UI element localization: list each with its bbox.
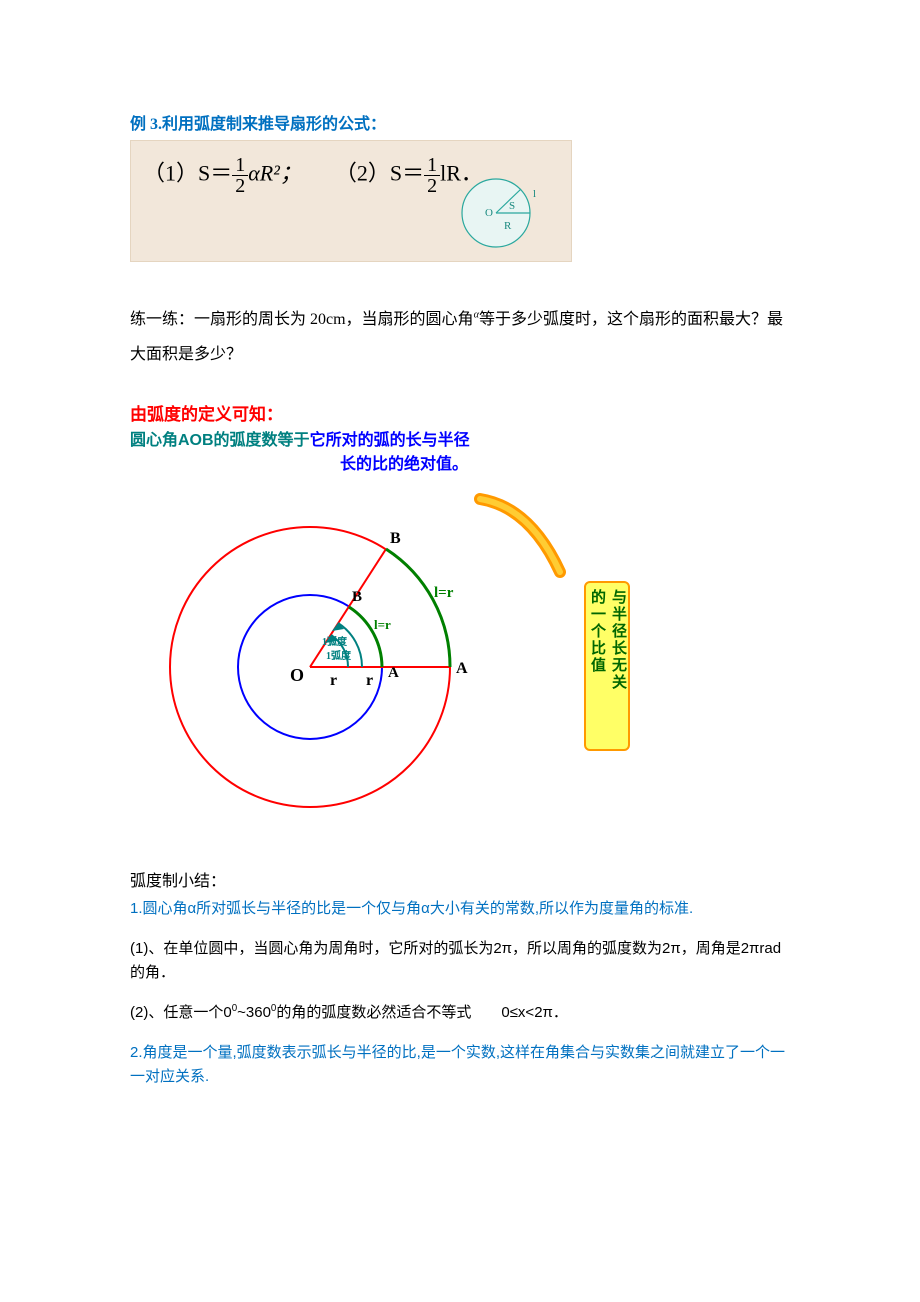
callout-box: 与半径长无关 的一个比值 <box>584 581 630 751</box>
radian-diagram: O r r A A B B l=r l=r 1弧度 1弧度 与半径长无关 的一个… <box>130 477 650 817</box>
f2-prefix: （2）S＝ <box>335 161 424 186</box>
summary-p2: (1)、在单位圆中，当圆心角为周角时，它所对的弧长为2π，所以周角的弧度数为2π… <box>130 937 790 985</box>
lbl-lr-outer: l=r <box>434 585 454 601</box>
lbl-r1: r <box>330 672 337 689</box>
callout-col1: 与半径长无关 <box>607 589 628 743</box>
lbl-A-inner: A <box>388 665 399 681</box>
f1-prefix: （1）S＝ <box>143 161 232 186</box>
def-blue2: 长的比的绝对值。 <box>130 453 790 477</box>
label-O: O <box>485 207 493 219</box>
lbl-rad1: 1弧度 <box>322 635 348 648</box>
lbl-B-outer: B <box>390 530 401 547</box>
lbl-rad2: 1弧度 <box>326 649 352 662</box>
frac2: 12 <box>424 155 440 196</box>
frac1-num: 1 <box>232 155 248 176</box>
definition-red: 由弧度的定义可知： <box>130 400 790 425</box>
callout-col2: 的一个比值 <box>586 589 607 743</box>
formula-box: （1）S＝12αR²； （2）S＝12lR． O S R l <box>130 140 572 262</box>
f1-ar2: αR²； <box>248 161 302 186</box>
definition-line: 圆心角AOB的弧度数等于它所对的弧的长与半径 长的比的绝对值。 <box>130 429 790 477</box>
summary-p1: 1.圆心角α所对弧长与半径的比是一个仅与角α大小有关的常数,所以作为度量角的标准… <box>130 897 790 921</box>
def-teal: 圆心角AOB的弧度数等于 <box>130 432 310 449</box>
def-blue1: 它所对的弧的长与半径 <box>310 432 470 449</box>
summary-p4: 2.角度是一个量,弧度数表示弧长与半径的比,是一个实数,这样在角集合与实数集之间… <box>130 1041 790 1089</box>
radian-svg: O r r A A B B l=r l=r 1弧度 1弧度 <box>130 477 590 817</box>
label-R: R <box>504 220 512 232</box>
formula-text: （1）S＝12αR²； （2）S＝12lR． <box>143 155 483 196</box>
example3-title: 例 3.利用弧度制来推导扇形的公式： <box>130 110 790 134</box>
lbl-O: O <box>290 665 304 685</box>
frac1-den: 2 <box>232 176 248 196</box>
lbl-lr-inner: l=r <box>374 617 391 632</box>
frac2-num: 1 <box>424 155 440 176</box>
practice-text: 练一练：一扇形的周长为 20cm，当扇形的圆心角α等于多少弧度时，这个扇形的面积… <box>130 302 790 372</box>
sector-diagram: O S R l <box>451 173 551 253</box>
lbl-B-inner: B <box>352 589 362 605</box>
frac1: 12 <box>232 155 248 196</box>
p3c: 的角的弧度数必然适合不等式 0≤x<2π． <box>276 1004 568 1021</box>
practice-1: 练一练：一扇形的周长为 20cm，当扇形的圆心角 <box>130 311 474 328</box>
p3a: (2)、任意一个0 <box>130 1004 232 1021</box>
frac2-den: 2 <box>424 176 440 196</box>
summary-title: 弧度制小结： <box>130 867 790 891</box>
label-l: l <box>533 188 536 200</box>
lbl-r2: r <box>366 672 373 689</box>
summary-p3: (2)、任意一个00~3600的角的弧度数必然适合不等式 0≤x<2π． <box>130 1001 790 1025</box>
label-S: S <box>509 200 515 212</box>
lbl-A-outer: A <box>456 660 468 677</box>
p3b: ~360 <box>237 1004 271 1021</box>
